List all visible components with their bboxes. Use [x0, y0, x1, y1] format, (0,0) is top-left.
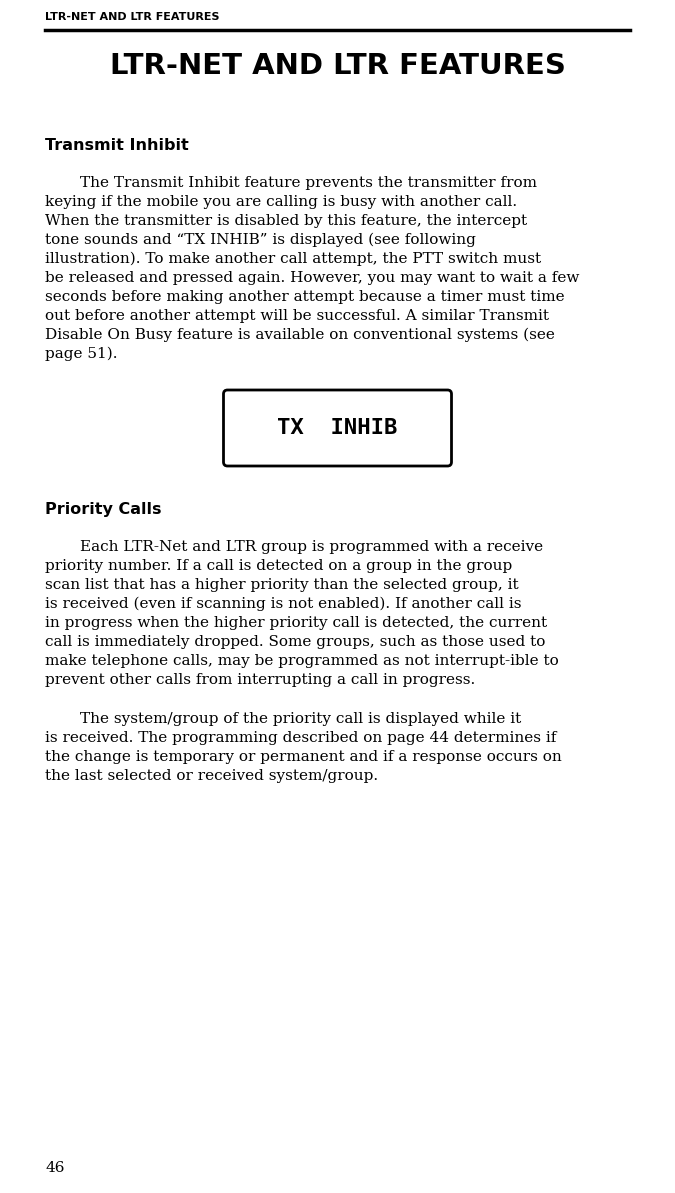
Text: scan list that has a higher priority than the selected group, it: scan list that has a higher priority tha… [45, 577, 518, 592]
Text: is received. The programming described on page 44 determines if: is received. The programming described o… [45, 731, 556, 744]
Text: LTR-NET AND LTR FEATURES: LTR-NET AND LTR FEATURES [109, 52, 566, 80]
Text: Priority Calls: Priority Calls [45, 502, 161, 517]
Text: 46: 46 [45, 1161, 65, 1175]
Text: LTR-NET AND LTR FEATURES: LTR-NET AND LTR FEATURES [45, 12, 219, 21]
Text: out before another attempt will be successful. A similar Transmit: out before another attempt will be succe… [45, 309, 549, 323]
Text: Disable On Busy feature is available on conventional systems (see: Disable On Busy feature is available on … [45, 328, 555, 342]
Text: page 51).: page 51). [45, 347, 117, 361]
Text: The system/group of the priority call is displayed while it: The system/group of the priority call is… [80, 712, 521, 727]
Text: be released and pressed again. However, you may want to wait a few: be released and pressed again. However, … [45, 271, 579, 285]
Text: prevent other calls from interrupting a call in progress.: prevent other calls from interrupting a … [45, 673, 475, 687]
Text: call is immediately dropped. Some groups, such as those used to: call is immediately dropped. Some groups… [45, 635, 545, 649]
Text: TX  INHIB: TX INHIB [277, 418, 398, 438]
Text: the change is temporary or permanent and if a response occurs on: the change is temporary or permanent and… [45, 750, 562, 764]
Text: When the transmitter is disabled by this feature, the intercept: When the transmitter is disabled by this… [45, 214, 527, 228]
Text: priority number. If a call is detected on a group in the group: priority number. If a call is detected o… [45, 560, 512, 573]
Text: illustration). To make another call attempt, the PTT switch must: illustration). To make another call atte… [45, 252, 541, 266]
Text: keying if the mobile you are calling is busy with another call.: keying if the mobile you are calling is … [45, 194, 517, 209]
Text: is received (even if scanning is not enabled). If another call is: is received (even if scanning is not ena… [45, 596, 522, 611]
Text: tone sounds and “TX INHIB” is displayed (see following: tone sounds and “TX INHIB” is displayed … [45, 233, 476, 247]
Text: seconds before making another attempt because a timer must time: seconds before making another attempt be… [45, 290, 564, 304]
Text: The Transmit Inhibit feature prevents the transmitter from: The Transmit Inhibit feature prevents th… [80, 177, 537, 190]
Text: Each LTR-Net and LTR group is programmed with a receive: Each LTR-Net and LTR group is programmed… [80, 540, 543, 554]
Text: the last selected or received system/group.: the last selected or received system/gro… [45, 769, 378, 783]
Text: Transmit Inhibit: Transmit Inhibit [45, 138, 189, 153]
Text: in progress when the higher priority call is detected, the current: in progress when the higher priority cal… [45, 616, 547, 630]
FancyBboxPatch shape [223, 390, 452, 466]
Text: make telephone calls, may be programmed as not interrupt-ible to: make telephone calls, may be programmed … [45, 654, 559, 668]
